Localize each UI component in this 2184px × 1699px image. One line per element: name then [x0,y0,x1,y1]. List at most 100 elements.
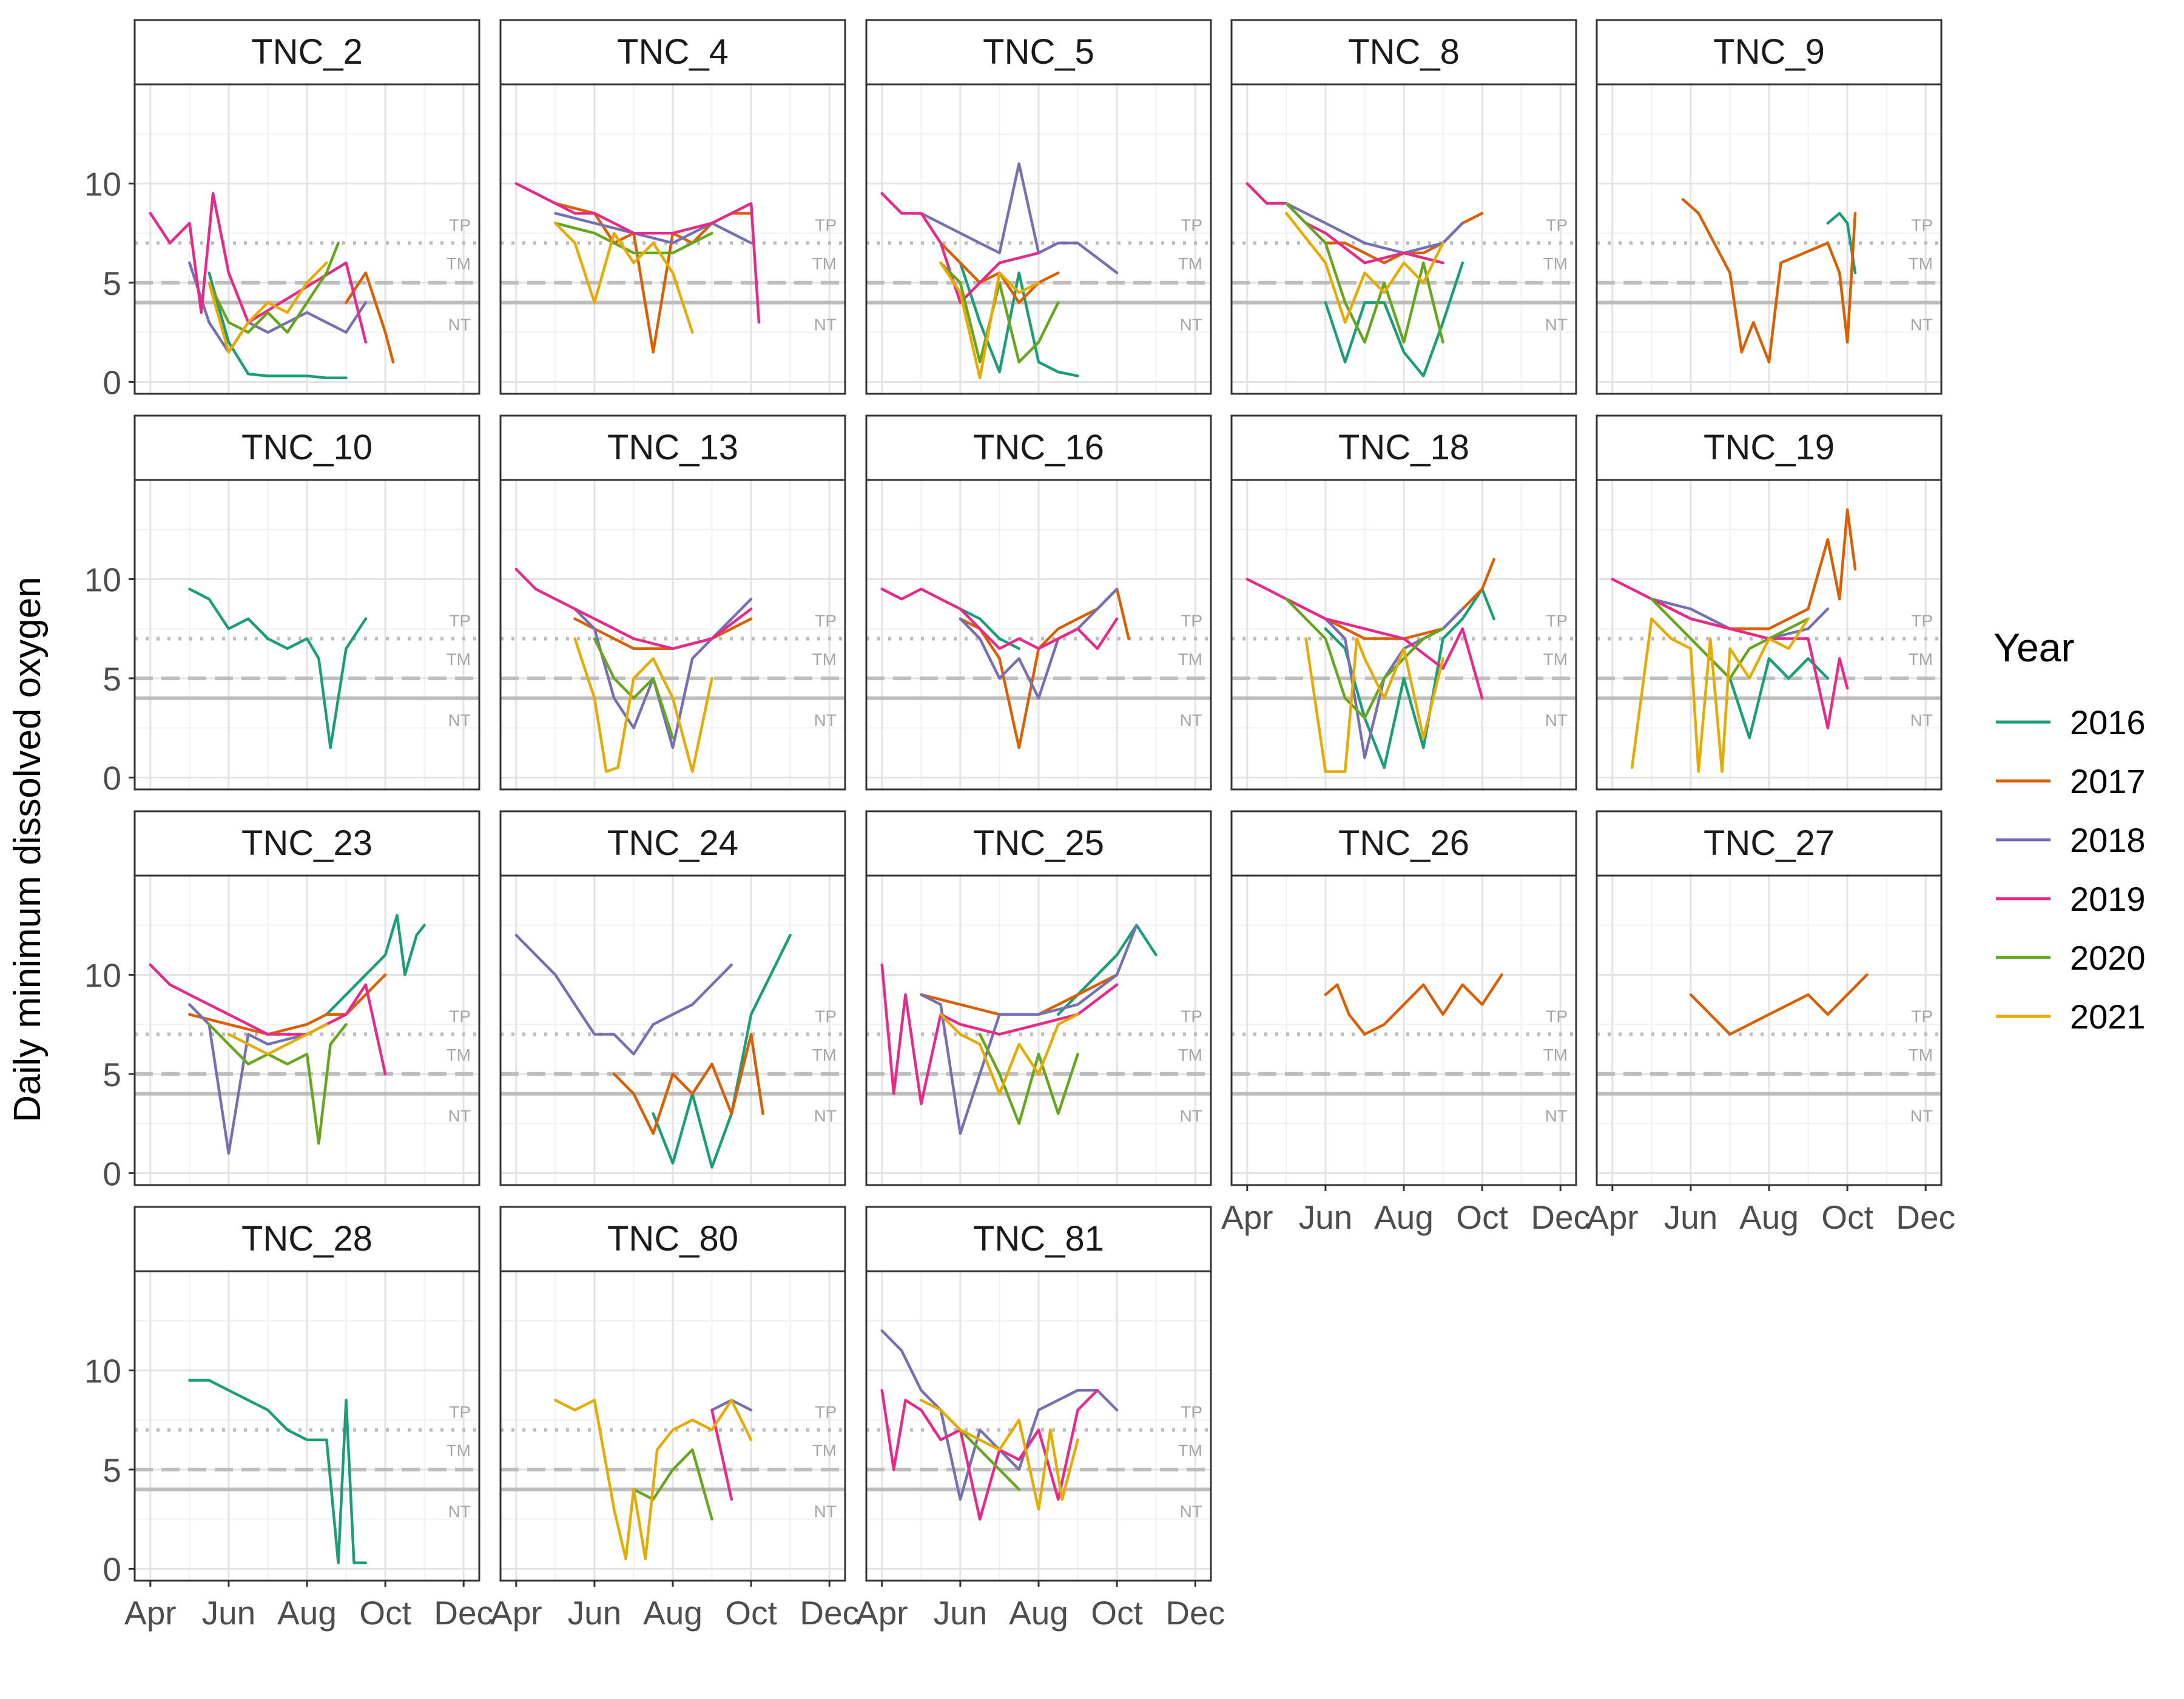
facet-panel-tnc-2: TNC_2 TP TM NT 0 5 10 [84,19,480,401]
x-tick-label: Oct [359,1594,411,1632]
reference-label-nt: NT [1910,711,1933,730]
facet-strip-label: TNC_10 [241,428,372,467]
panel-border [133,479,480,791]
facet-strip [1230,19,1577,86]
facet-strip-label: TNC_2 [251,32,363,72]
series-line-2019 [1245,182,1444,265]
legend-label-2021: 2021 [2070,998,2146,1036]
x-tick-label: Apr [1221,1198,1273,1236]
facet-strip [499,19,846,86]
reference-label-tp: TP [1181,1007,1202,1026]
x-tick-label: Apr [124,1594,177,1632]
facet-strip-label: TNC_19 [1704,428,1835,467]
reference-label-tm: TM [812,1441,837,1460]
reference-label-tp: TP [1181,612,1202,630]
reference-label-tm: TM [1909,254,1933,273]
series-line-2021 [207,261,328,354]
y-tick-label: 0 [103,1550,121,1588]
series-line-2017 [188,973,387,1036]
series-line-2021 [554,1399,753,1561]
facet-strip-label: TNC_81 [973,1219,1104,1258]
panel-border [1230,479,1577,791]
series-line-2016 [188,1379,368,1564]
x-tick-label: Jun [934,1594,988,1632]
reference-label-tp: TP [449,216,471,235]
facet-panel-tnc-10: TNC_10 TP TM NT 0 5 10 [84,414,480,797]
reference-label-tm: TM [1543,650,1568,669]
series-line-2020 [1285,597,1444,720]
series-line-2019 [880,587,1119,650]
panel-border [1596,83,1943,395]
reference-label-tp: TP [1546,216,1568,235]
reference-label-tp: TP [449,1007,471,1026]
reference-label-tp: TP [815,612,837,630]
y-tick-label: 0 [103,363,121,401]
reference-label-nt: NT [814,1107,837,1126]
x-tick-label: Aug [277,1594,337,1632]
facet-strip [133,810,480,877]
series-line-2020 [978,1033,1079,1125]
series-line-2016 [188,587,368,749]
x-axis-col-1: Apr Jun Aug Oct Dec [490,1581,859,1632]
x-tick-label: Aug [1739,1198,1799,1236]
reference-label-tp: TP [449,612,471,630]
series-line-2020 [632,1448,713,1521]
x-tick-label: Dec [800,1594,859,1632]
facet-strip-label: TNC_23 [241,823,372,863]
facet-strip [1596,19,1943,86]
panel-border [1596,479,1943,791]
series-line-2019 [880,963,1119,1106]
series-line-2019 [880,1388,1099,1521]
reference-label-tm: TM [812,1045,837,1064]
facet-strip-label: TNC_80 [607,1219,738,1258]
panel-border [133,874,480,1186]
x-tick-label: Oct [1821,1198,1873,1236]
series-line-2020 [939,261,1060,363]
facet-strip-label: TNC_13 [607,428,738,467]
facet-strip [133,19,480,86]
series-line-2020 [207,242,340,334]
facet-strip [865,19,1212,86]
series-line-2021 [554,221,694,334]
series-line-2021 [227,1022,328,1056]
reference-label-nt: NT [1545,316,1568,334]
x-tick-label: Oct [1091,1594,1143,1632]
series-line-2021 [939,261,1040,380]
series-line-2018 [188,261,368,354]
facet-strip-label: TNC_9 [1713,32,1825,72]
legend: Year 2016 2017 2018 2019 2020 2021 [1994,625,2146,1036]
y-tick-label: 0 [103,1155,121,1192]
series-line-2019 [1611,578,1849,729]
panel-border [865,479,1212,791]
series-line-2020 [1650,597,1810,680]
series-line-2018 [1285,201,1464,255]
series-line-2016 [1324,587,1495,769]
y-tick-label: 5 [103,1451,121,1489]
facet-panel-tnc-25: TNC_25 TP TM NT [865,810,1212,1186]
facet-strip [1596,810,1943,877]
series-line-2019 [514,182,761,324]
x-tick-label: Apr [856,1594,908,1632]
facet-panel-tnc-81: TNC_81 TP TM NT [865,1206,1212,1582]
reference-label-nt: NT [448,711,471,730]
facet-panel-tnc-9: TNC_9 TP TM NT [1596,19,1943,395]
reference-label-tm: TM [447,1045,471,1064]
y-axis-title: Daily minimum dissolved oxygen [7,576,49,1122]
x-tick-label: Aug [1374,1198,1434,1236]
facet-panel-tnc-18: TNC_18 TP TM NT [1230,414,1577,791]
y-tick-label: 5 [103,660,121,698]
facet-strip-label: TNC_26 [1338,823,1469,863]
reference-label-nt: NT [1180,316,1202,334]
series-line-2019 [149,963,387,1076]
series-line-2021 [1285,212,1444,324]
series-line-2016 [325,914,426,1016]
series-line-2018 [554,212,753,245]
x-tick-label: Dec [434,1594,493,1632]
reference-label-tm: TM [1909,650,1933,669]
reference-label-tp: TP [1181,1403,1202,1422]
x-axis-col-4: Apr Jun Aug Oct Dec [1586,1185,1955,1236]
reference-label-tm: TM [1178,254,1202,273]
reference-label-tm: TM [1543,254,1568,273]
series-line-2017 [1681,198,1857,363]
